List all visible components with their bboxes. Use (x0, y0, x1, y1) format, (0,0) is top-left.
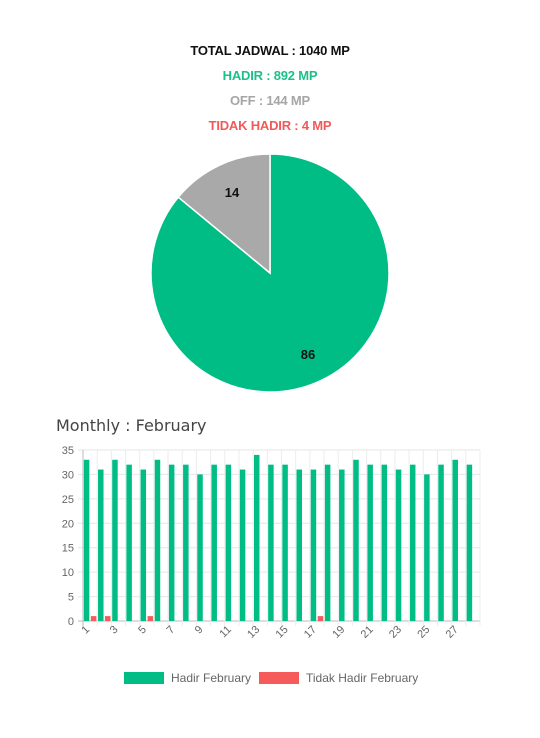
bar-hadir-day-10[interactable] (211, 464, 217, 621)
bar-hadir-day-4[interactable] (126, 464, 132, 621)
bar-tidak-hadir-day-5[interactable] (147, 616, 154, 621)
y-tick-label: 0 (68, 616, 74, 628)
x-tick-label: 15 (274, 624, 291, 641)
bar-hadir-day-11[interactable] (225, 464, 232, 621)
y-tick-label: 25 (62, 494, 74, 506)
x-tick-label: 13 (245, 624, 262, 641)
hadir-label: HADIR : 892 MP (222, 68, 318, 83)
monthly-chart-title: Monthly : February (56, 416, 207, 435)
y-tick-label: 10 (62, 567, 74, 579)
attendance-pie-chart: 86 14 (150, 153, 390, 393)
bar-hadir-day-19[interactable] (339, 469, 345, 621)
bar-hadir-day-6[interactable] (154, 459, 161, 621)
total-jadwal-label: TOTAL JADWAL : 1040 MP (190, 43, 350, 58)
legend-item-tidak-hadir[interactable]: Tidak Hadir February (259, 671, 418, 685)
bar-tidak-hadir-day-17[interactable] (317, 616, 324, 621)
y-tick-label: 20 (62, 518, 74, 530)
x-tick-label: 1 (79, 624, 92, 637)
x-tick-label: 23 (387, 624, 404, 641)
x-tick-label: 17 (302, 624, 319, 641)
x-tick-label: 11 (217, 624, 234, 641)
bar-hadir-day-13[interactable] (253, 454, 260, 621)
x-tick-label: 19 (330, 624, 347, 641)
bar-hadir-day-9[interactable] (197, 474, 203, 621)
bar-hadir-day-23[interactable] (395, 469, 402, 621)
bar-hadir-day-18[interactable] (324, 464, 331, 621)
bar-hadir-day-17[interactable] (310, 469, 317, 621)
x-tick-label: 27 (444, 624, 461, 641)
bar-hadir-day-24[interactable] (409, 464, 416, 621)
x-tick-label: 25 (415, 624, 432, 641)
bar-hadir-day-22[interactable] (381, 464, 388, 621)
x-tick-label: 3 (108, 624, 121, 637)
legend-label-hadir: Hadir February (171, 671, 252, 685)
bar-hadir-day-27[interactable] (452, 459, 458, 621)
x-tick-label: 9 (193, 624, 206, 637)
bar-hadir-day-21[interactable] (367, 464, 373, 621)
y-tick-label: 15 (62, 543, 74, 555)
bar-hadir-day-28[interactable] (466, 464, 473, 621)
bar-hadir-day-5[interactable] (140, 469, 147, 621)
bar-tidak-hadir-day-1[interactable] (90, 616, 97, 621)
pie-label-1: 14 (225, 185, 240, 200)
legend-item-hadir[interactable]: Hadir February (124, 671, 251, 685)
bar-hadir-day-16[interactable] (296, 469, 303, 621)
bar-hadir-day-25[interactable] (424, 474, 430, 621)
bar-hadir-day-15[interactable] (282, 464, 288, 621)
y-tick-label: 5 (68, 592, 74, 604)
bar-tidak-hadir-day-2[interactable] (105, 616, 111, 621)
bar-hadir-day-20[interactable] (353, 459, 359, 621)
tidak-hadir-label: TIDAK HADIR : 4 MP (208, 118, 332, 133)
bar-hadir-day-7[interactable] (168, 464, 175, 621)
pie-label-0: 86 (301, 347, 315, 362)
bar-hadir-day-26[interactable] (438, 464, 444, 621)
x-tick-label: 7 (164, 624, 177, 637)
x-tick-label: 21 (359, 624, 376, 641)
y-tick-label: 35 (62, 445, 74, 457)
off-label: OFF : 144 MP (230, 93, 310, 108)
bar-hadir-day-1[interactable] (83, 459, 90, 621)
legend-label-tidak-hadir: Tidak Hadir February (306, 671, 419, 685)
bar-hadir-day-2[interactable] (98, 469, 104, 621)
x-tick-label: 5 (136, 624, 149, 637)
legend-swatch-tidak-hadir (259, 672, 299, 684)
legend-swatch-hadir (124, 672, 164, 684)
y-tick-label: 30 (62, 469, 74, 481)
pie-slice-1[interactable] (177, 153, 271, 275)
bar-hadir-day-12[interactable] (239, 469, 246, 621)
bar-hadir-day-3[interactable] (112, 459, 118, 621)
bar-hadir-day-8[interactable] (183, 464, 189, 621)
bar-hadir-day-14[interactable] (268, 464, 274, 621)
